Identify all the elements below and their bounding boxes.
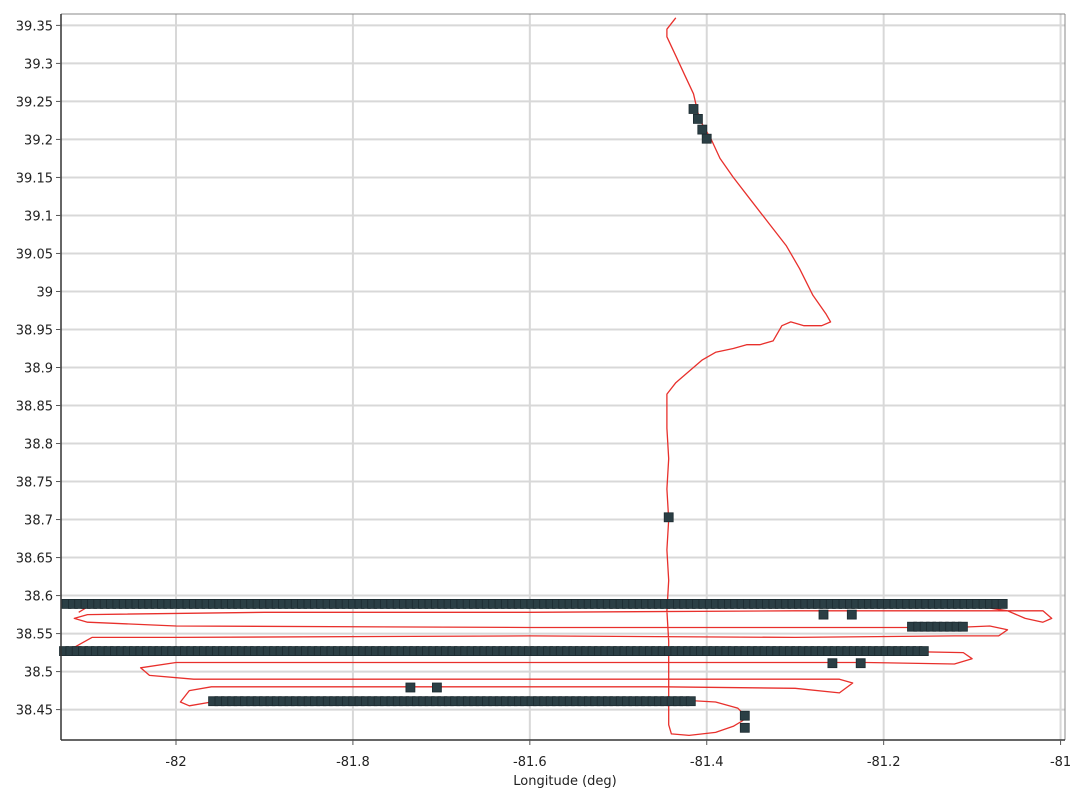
data-point-marker [697, 124, 708, 135]
x-axis-label: Longitude (deg) [513, 774, 616, 789]
y-tick-label: 39.25 [16, 95, 53, 110]
marker-layer [59, 104, 1008, 733]
data-point-marker [997, 599, 1008, 609]
x-tick-label: -82 [165, 755, 186, 770]
y-tick-label: 38.85 [16, 400, 53, 415]
data-point-marker [827, 658, 838, 669]
y-tick-label: 38.45 [16, 704, 53, 719]
data-point-marker [739, 722, 750, 733]
y-tick-label: 38.75 [16, 476, 53, 491]
y-tick-label: 39.1 [24, 209, 53, 224]
data-point-marker [846, 609, 857, 620]
y-tick-label: 38.8 [24, 438, 53, 453]
data-point-marker [739, 710, 750, 721]
y-tick-label: 38.7 [24, 514, 53, 529]
y-tick-label: 38.95 [16, 323, 53, 338]
y-tick-label: 39.3 [24, 57, 53, 72]
x-axis: -82 -81.8 -81.6 -81.4 -81.2 -81 [165, 740, 1071, 770]
data-point-marker [405, 682, 416, 693]
data-point-marker [918, 646, 929, 656]
x-tick-label: -81.2 [867, 755, 901, 770]
x-tick-label: -81.6 [513, 755, 547, 770]
data-point-marker [958, 621, 968, 632]
plot-background [61, 14, 1065, 740]
track-line-layer [73, 17, 1053, 737]
y-tick-label: 39.15 [16, 171, 53, 186]
data-point-marker [685, 696, 696, 707]
y-tick-label: 39.05 [16, 247, 53, 262]
data-point-marker [818, 609, 829, 620]
y-axis: 38.45 38.5 38.55 38.6 38.65 38.7 38.75 38.8 38.8… [16, 19, 61, 719]
x-tick-label: -81 [1050, 755, 1071, 770]
y-tick-label: 39.35 [16, 19, 53, 34]
data-point-marker [693, 114, 703, 124]
data-point-marker [701, 133, 712, 144]
data-point-marker [431, 682, 442, 693]
plot-frame [60, 13, 1066, 741]
y-tick-label: 38.9 [24, 361, 53, 376]
y-tick-label: 38.5 [24, 666, 53, 681]
data-point-marker [688, 104, 699, 114]
track-line [73, 17, 1053, 737]
data-point-marker [855, 658, 866, 669]
y-tick-label: 39.2 [24, 133, 53, 148]
data-point-marker [663, 512, 674, 523]
x-tick-label: -81.4 [690, 755, 724, 770]
y-tick-label: 38.6 [24, 590, 53, 605]
grid [61, 14, 1065, 740]
y-tick-label: 38.55 [16, 628, 53, 643]
x-tick-label: -81.8 [336, 755, 370, 770]
y-tick-label: 38.65 [16, 552, 53, 567]
y-tick-label: 39 [36, 285, 53, 300]
